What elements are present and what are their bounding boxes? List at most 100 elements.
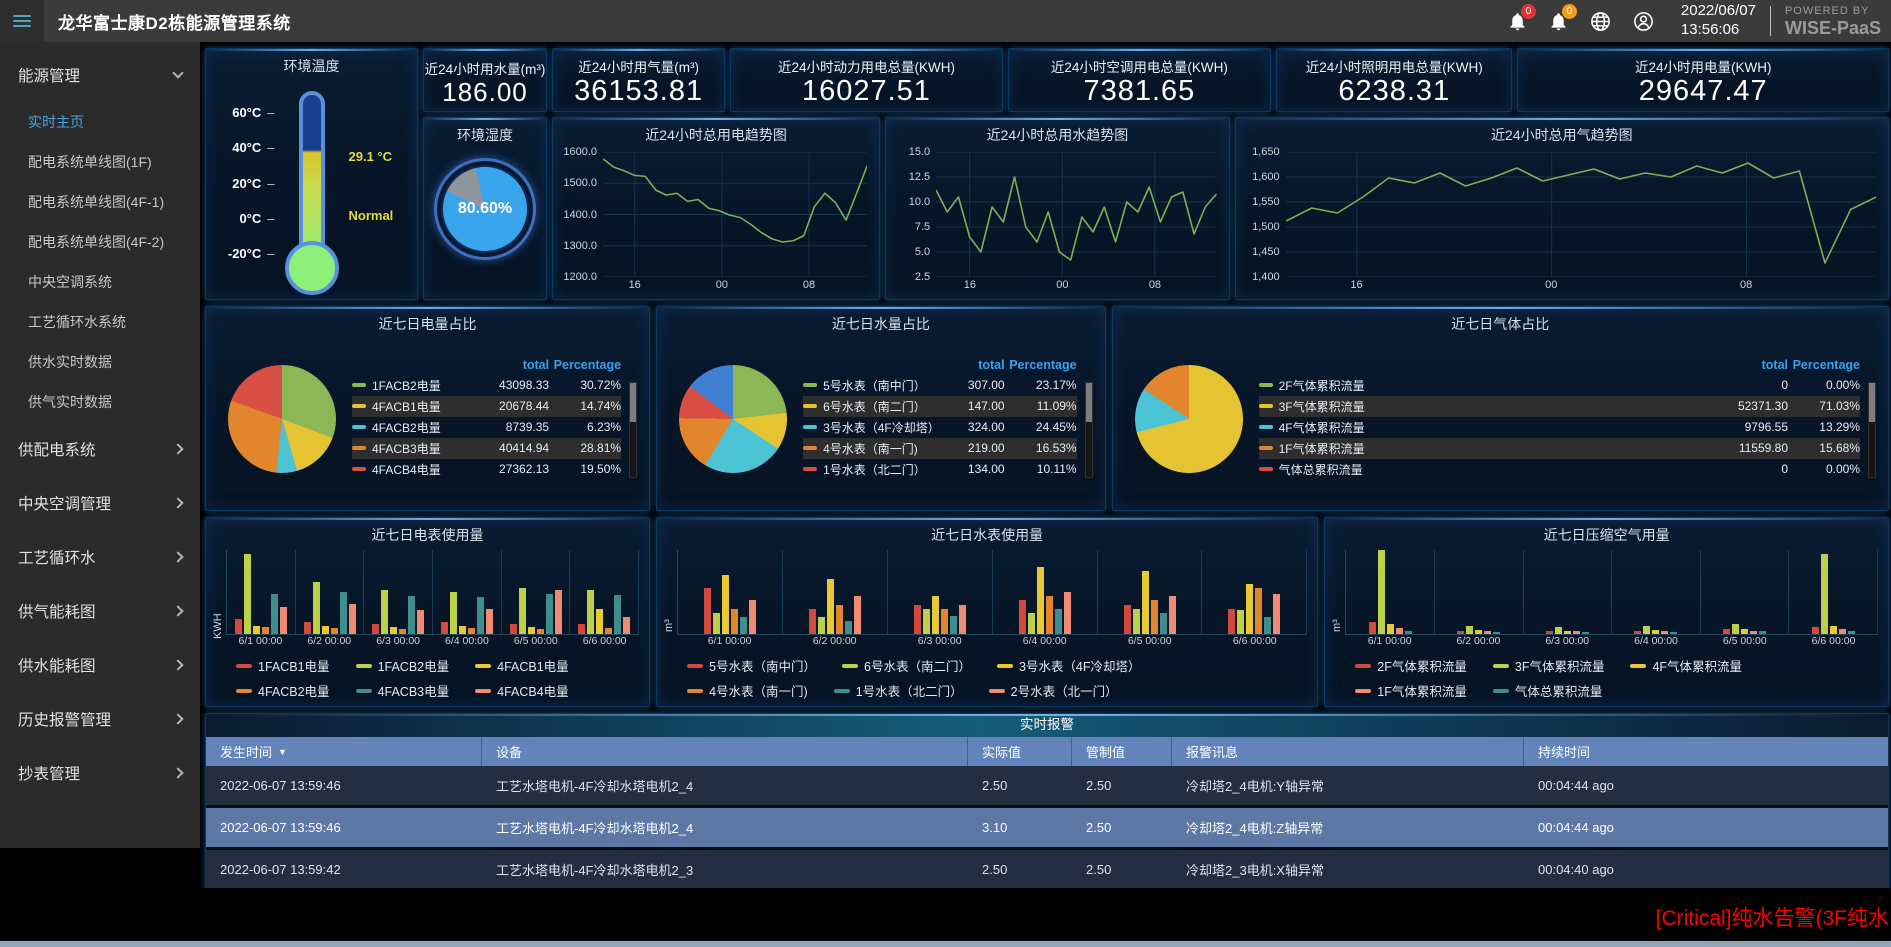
legend-scrollbar[interactable] [629,381,638,478]
legend-item[interactable]: 2号水表（北一门） [988,681,1118,700]
legend-scrollbar[interactable] [1868,381,1876,478]
x-category-label: 6/2 00:00 [812,635,857,647]
legend-item[interactable]: 4FACB1电量 [475,656,569,675]
legend-item[interactable]: 1F气体累积流量 [1355,681,1467,700]
legend-row[interactable]: 1FACB2电量 43098.33 30.72% [352,375,621,396]
legend-row[interactable]: 2F气体累积流量 0 0.00% [1258,375,1860,396]
bar [1368,622,1376,634]
sidebar-item[interactable]: 实时主页 [28,114,84,130]
bar [1493,632,1501,634]
legend-item[interactable]: 5号水表（南中门） [687,656,816,675]
alarm-bell-button[interactable]: 0 [1507,3,1536,32]
chevron-right-icon [172,605,184,617]
menu-toggle-button[interactable] [0,0,44,42]
sidebar-item[interactable]: 配电系统单线图(4F-2) [28,234,165,250]
x-tick-label: 16 [963,279,976,291]
bar [1466,625,1474,634]
bar [1228,608,1236,634]
sidebar-item[interactable]: 配电系统单线图(4F-1) [28,194,165,210]
bar [949,615,957,634]
y-tick-label: 1200.0 [563,271,597,283]
sidebar-item[interactable]: 配电系统单线图(1F) [28,154,152,170]
sidebar-section-energy-management[interactable]: 能源管理 [0,50,200,102]
legend-row[interactable]: 3F气体累积流量 52371.30 71.03% [1258,395,1860,417]
horizontal-scrollbar[interactable] [0,941,1891,947]
alarm-table-row[interactable]: 2022-06-07 13:59:46 工艺水塔电机-4F冷却水塔电机2_4 2… [206,766,1888,808]
bar [1457,630,1465,634]
column-device[interactable]: 设备 [482,737,968,766]
bar-group [678,550,783,634]
sidebar-item[interactable]: 供气实时数据 [28,394,112,410]
legend-item[interactable]: 1FACB1电量 [236,656,330,675]
alarm-table-row[interactable]: 2022-06-07 13:59:42 工艺水塔电机-4F冷却水塔电机2_3 2… [206,850,1888,892]
legend-item[interactable]: 3号水表（4F冷却塔） [996,656,1141,675]
bar [1829,625,1837,634]
legend-item[interactable]: 4F气体累积流量 [1630,656,1742,675]
chart-title: 近七日气体占比 [1451,316,1550,332]
bar [1045,596,1053,634]
kpi-water-24h: 近24小时用水量(m³) 186.00 [423,48,547,112]
account-button[interactable] [1632,10,1655,33]
temperature-reading: 29.1 °C [348,149,393,164]
column-duration[interactable]: 持续时间 [1538,745,1591,761]
language-button[interactable] [1589,10,1612,33]
column-occur-time[interactable]: 发生时间 ▼ [206,737,482,766]
alarm-table-row[interactable]: 2022-06-07 13:59:46 工艺水塔电机-4F冷却水塔电机2_4 3… [206,808,1888,850]
sidebar-item[interactable]: 供水实时数据 [28,354,112,370]
legend-row[interactable]: 4FACB2电量 8739.35 6.23% [352,417,621,438]
legend-row[interactable]: 4FACB3电量 40414.94 28.81% [352,437,622,459]
legend-item[interactable]: 4FACB2电量 [236,681,330,700]
legend-item[interactable]: 气体总累积流量 [1492,681,1602,700]
kpi-strip: 近24小时用气量(m³) 36153.81 近24小时动力用电总量(KWH) 1… [552,48,1889,112]
column-actual-value[interactable]: 实际值 [968,737,1072,766]
legend-item[interactable]: 1号水表（北二门） [833,681,963,700]
legend-swatch [355,688,372,693]
sidebar-item[interactable]: 中央空调系统 [28,274,112,290]
legend-item[interactable]: 4FACB4电量 [475,681,569,700]
legend-item[interactable]: 4FACB3电量 [355,681,449,700]
notice-bell-button[interactable]: 0 [1548,3,1577,32]
legend-item[interactable]: 6号水表（南二门） [842,656,971,675]
legend-scrollbar[interactable] [1084,381,1093,478]
legend-row[interactable]: 4FACB1电量 20678.44 14.74% [352,395,622,417]
pie-panel-power-7d: 近七日电量占比 total Percentage 1FACB2电量 43098.… [205,306,651,511]
bar-group [227,550,296,634]
legend-item[interactable]: 1FACB2电量 [355,656,449,675]
sidebar-section[interactable]: 历史报警管理 [0,692,200,746]
legend-swatch [1258,383,1273,387]
x-category-label: 6/1 00:00 [707,635,752,647]
legend-item[interactable]: 2F气体累积流量 [1355,656,1467,675]
pie-chart [228,364,336,473]
sidebar-item[interactable]: 工艺循环水系统 [28,314,126,330]
legend-row[interactable]: 4号水表（南一门) 219.00 16.53% [803,437,1077,459]
legend-swatch [1258,404,1273,408]
legend-row[interactable]: 3号水表（4F冷却塔） 324.00 24.45% [803,417,1077,438]
legend-row[interactable]: 气体总累积流量 0 0.00% [1258,459,1860,480]
x-category-label: 6/4 00:00 [445,635,489,647]
legend-row[interactable]: 1F气体累积流量 11559.80 15.68% [1258,437,1860,459]
legend-row[interactable]: 6号水表（南二门） 147.00 11.09% [803,395,1077,417]
legend-item[interactable]: 4号水表（南一门) [687,681,808,700]
column-alarm-message[interactable]: 报警讯息 [1172,737,1524,766]
sidebar-section[interactable]: 供气能耗图 [0,584,200,638]
column-limit-value[interactable]: 管制值 [1072,737,1172,766]
bar [931,596,939,634]
x-axis: 6/1 00:00 6/2 00:00 6/3 00:00 6/4 00:00 6/5 … [677,635,1307,650]
legend-row[interactable]: 1号水表（北二门） 134.00 10.11% [803,459,1077,480]
sidebar-section[interactable]: 中央空调管理 [0,476,200,530]
legend-row[interactable]: 5号水表（南中门） 307.00 23.17% [803,375,1077,396]
sidebar-section[interactable]: 供配电系统 [0,422,200,476]
legend-header-percentage: Percentage [1009,357,1077,372]
x-tick-label: 16 [628,279,641,291]
sidebar-section[interactable]: 工艺循环水 [0,530,200,584]
bar [485,608,493,634]
legend-item[interactable]: 3F气体累积流量 [1492,656,1604,675]
datetime-display: 2022/06/07 13:56:06 [1681,2,1756,40]
bar [458,625,466,634]
sidebar-section[interactable]: 供水能耗图 [0,638,200,692]
legend-row[interactable]: 4FACB4电量 27362.13 19.50% [352,459,621,480]
legend-row[interactable]: 4F气体累积流量 9796.55 13.29% [1258,417,1860,438]
table-header: 发生时间 ▼ 设备 实际值 管制值 报警讯息 持续时间 [206,737,1888,766]
bell-icon [1510,12,1525,30]
sidebar-section[interactable]: 抄表管理 [0,746,200,800]
